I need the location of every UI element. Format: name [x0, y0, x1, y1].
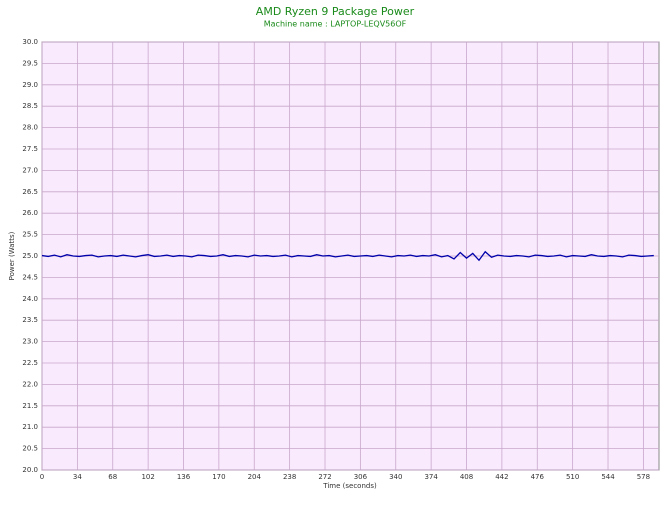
y-axis-label: Power (Watts) [8, 231, 16, 280]
y-tick-label: 27.0 [22, 166, 38, 174]
x-tick-label: 374 [424, 473, 438, 481]
x-tick-label: 204 [248, 473, 262, 481]
x-tick-label: 306 [354, 473, 368, 481]
y-tick-label: 28.5 [22, 102, 38, 110]
x-tick-label: 0 [40, 473, 44, 481]
x-tick-label: 272 [318, 473, 331, 481]
y-tick-label: 20.5 [22, 445, 38, 453]
y-tick-label: 30.0 [22, 38, 38, 46]
y-tick-label: 26.5 [22, 188, 38, 196]
data-line [41, 250, 654, 262]
x-tick-label: 578 [637, 473, 650, 481]
x-tick-label: 510 [566, 473, 579, 481]
x-tick-label: 238 [283, 473, 296, 481]
y-tick-label: 28.0 [22, 124, 38, 132]
x-tick-label: 408 [460, 473, 473, 481]
x-tick-label: 170 [212, 473, 225, 481]
x-tick-label: 102 [141, 473, 154, 481]
y-tick-label: 22.0 [22, 380, 38, 388]
chart-title: AMD Ryzen 9 Package Power [256, 5, 415, 18]
y-tick-label: 21.0 [22, 423, 38, 431]
y-tick-label: 23.0 [22, 338, 38, 346]
y-tick-label: 29.0 [22, 81, 38, 89]
y-tick-label: 24.5 [22, 273, 38, 281]
y-tick-label: 22.5 [22, 359, 38, 367]
x-tick-label: 136 [177, 473, 191, 481]
x-tick-label: 476 [531, 473, 545, 481]
x-tick-label: 68 [108, 473, 117, 481]
y-tick-label: 25.0 [22, 252, 38, 260]
chart-subtitle: Machine name : LAPTOP-LEQV56OF [264, 20, 407, 29]
y-tick-label: 29.5 [22, 59, 38, 67]
x-tick-label: 340 [389, 473, 402, 481]
y-tick-label: 20.0 [22, 466, 38, 474]
x-tick-label: 544 [601, 473, 615, 481]
y-tick-label: 24.0 [22, 295, 38, 303]
y-tick-label: 26.0 [22, 209, 38, 217]
y-tick-label: 23.5 [22, 316, 38, 324]
y-tick-label: 21.5 [22, 402, 38, 410]
x-tick-label: 442 [495, 473, 508, 481]
y-tick-label: 27.5 [22, 145, 38, 153]
x-axis-label: Time (seconds) [322, 482, 377, 490]
x-tick-label: 34 [73, 473, 82, 481]
y-tick-label: 25.5 [22, 231, 38, 239]
